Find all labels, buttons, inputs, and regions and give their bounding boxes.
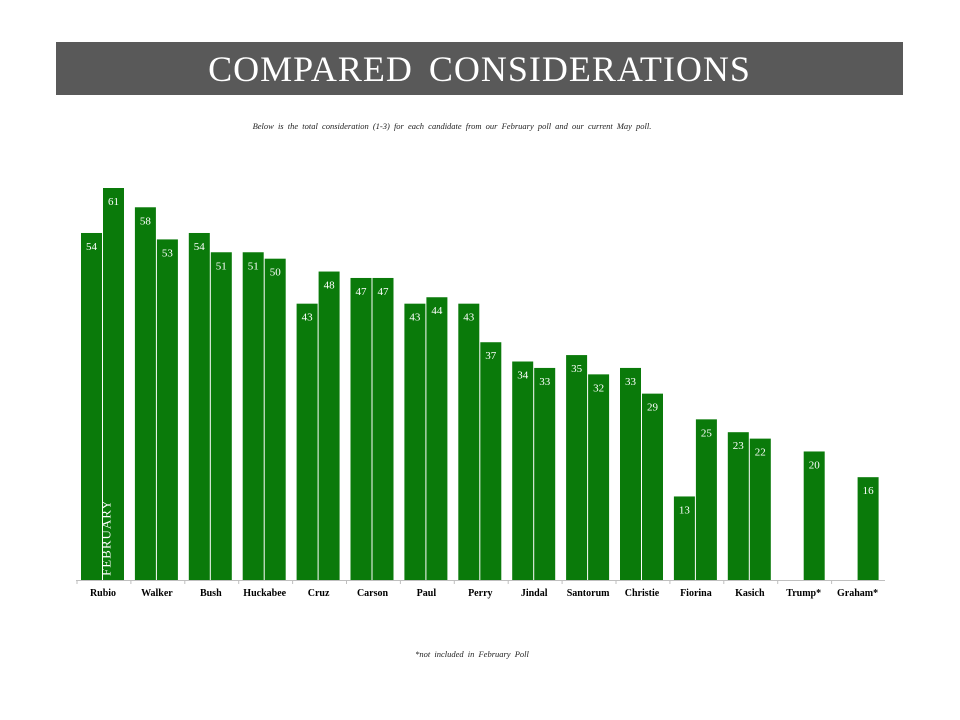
bar-may bbox=[426, 297, 448, 580]
bar-may bbox=[156, 239, 178, 580]
data-label: 50 bbox=[270, 267, 282, 279]
data-label: 20 bbox=[809, 459, 821, 471]
bar-february bbox=[242, 252, 264, 580]
bar-may bbox=[857, 477, 879, 580]
category-label: Trump* bbox=[786, 588, 821, 599]
bar-february bbox=[296, 303, 318, 580]
data-label: 47 bbox=[378, 286, 390, 298]
data-label: 61 bbox=[108, 196, 119, 208]
data-label: 43 bbox=[463, 312, 475, 324]
data-label: 34 bbox=[517, 370, 529, 382]
category-label: Christie bbox=[625, 588, 660, 599]
data-label: 32 bbox=[593, 382, 604, 394]
data-label: 23 bbox=[733, 440, 745, 452]
series-note-label: FEBRUARY bbox=[99, 499, 114, 576]
category-label: Santorum bbox=[567, 588, 610, 599]
bar-may bbox=[480, 342, 502, 580]
bar-may bbox=[372, 277, 394, 580]
data-label: 51 bbox=[216, 260, 227, 272]
data-label: 51 bbox=[248, 260, 259, 272]
bar-february bbox=[620, 367, 641, 580]
data-label: 43 bbox=[302, 312, 314, 324]
data-label: 25 bbox=[701, 427, 713, 439]
bar-may bbox=[318, 271, 340, 580]
category-label: Kasich bbox=[735, 588, 765, 599]
data-label: 35 bbox=[571, 363, 583, 375]
category-label: Walker bbox=[141, 588, 173, 599]
data-label: 44 bbox=[431, 305, 443, 317]
data-label: 47 bbox=[356, 286, 368, 298]
data-label: 37 bbox=[485, 350, 497, 362]
bar-february bbox=[673, 496, 695, 580]
category-label: Jindal bbox=[521, 588, 548, 599]
bar-may bbox=[210, 252, 232, 580]
chart-title: COMPARED CONSIDERATIONS bbox=[208, 48, 751, 89]
data-label: 48 bbox=[324, 280, 336, 292]
category-label: Graham* bbox=[837, 588, 878, 599]
bar-february bbox=[458, 303, 480, 580]
bar-may bbox=[749, 438, 771, 580]
data-label: 29 bbox=[647, 402, 659, 414]
bar-february bbox=[350, 277, 372, 580]
title-banner: COMPARED CONSIDERATIONS bbox=[56, 42, 903, 95]
bar-may bbox=[695, 419, 717, 580]
data-label: 54 bbox=[86, 241, 98, 253]
bar-february bbox=[188, 232, 210, 580]
bar-may bbox=[588, 374, 610, 580]
category-label: Carson bbox=[357, 588, 389, 599]
category-label: Perry bbox=[468, 588, 492, 599]
bar-may bbox=[642, 393, 663, 580]
bar-february bbox=[727, 432, 749, 580]
data-label: 16 bbox=[863, 485, 875, 497]
chart-footnote: *not included in February Poll bbox=[415, 649, 529, 659]
bar-may bbox=[803, 451, 825, 580]
bar-may bbox=[264, 258, 286, 580]
data-label: 54 bbox=[194, 241, 206, 253]
bar-february bbox=[566, 355, 588, 580]
data-label: 22 bbox=[755, 447, 766, 459]
bar-february bbox=[404, 303, 426, 580]
data-label: 43 bbox=[409, 312, 421, 324]
data-label: 58 bbox=[140, 215, 152, 227]
data-label: 13 bbox=[679, 504, 691, 516]
category-label: Rubio bbox=[90, 588, 116, 599]
bar-may bbox=[534, 367, 556, 580]
chart-subtitle: Below is the total consideration (1-3) f… bbox=[252, 121, 652, 131]
category-label: Paul bbox=[417, 588, 437, 599]
bar-february bbox=[134, 207, 156, 580]
data-label: 33 bbox=[625, 376, 637, 388]
category-label: Cruz bbox=[308, 588, 330, 599]
bar-february bbox=[512, 361, 534, 580]
category-label: Bush bbox=[200, 588, 222, 599]
category-label: Huckabee bbox=[243, 588, 286, 599]
bar-february bbox=[81, 232, 102, 580]
bar-may bbox=[103, 188, 124, 580]
data-label: 33 bbox=[539, 376, 551, 388]
category-label: Fiorina bbox=[680, 588, 712, 599]
data-label: 53 bbox=[162, 247, 174, 259]
